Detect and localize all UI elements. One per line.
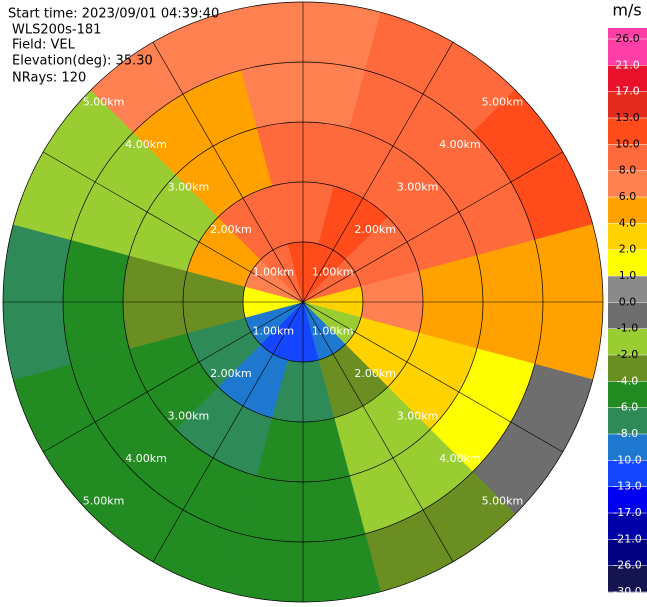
info-text: WLS200s-181 [12, 23, 101, 38]
colorbar-tick-label: 2.0 [619, 243, 637, 256]
info-text: Start time: 2023/09/01 04:39:40 [8, 7, 219, 22]
colorbar-extension [608, 28, 647, 39]
colorbar-segment [608, 539, 647, 567]
colorbar: 26.0 21.0 17.0 13.0 10.0 8.0 6.0 4.0 2.0 1.0 0.0 -1… [608, 28, 647, 598]
colorbar-tick-label: 21.0 [615, 58, 640, 71]
range-ring [62, 61, 544, 543]
range-label: 1.00km [253, 265, 295, 278]
colorbar-segment [608, 486, 647, 514]
grid-overlay: 1.00km 1.00km 1.00km 1.00km 2.00km 2.00km 2.00… [2, 1, 604, 603]
colorbar-segment [608, 276, 647, 303]
colorbar-segment [608, 118, 647, 145]
colorbar-segment [608, 460, 647, 488]
range-label: 2.00km [354, 223, 396, 236]
info-text: Field: VEL [12, 38, 76, 53]
range-label: 3.00km [168, 410, 210, 423]
colorbar-segment [608, 249, 647, 277]
colorbar-tick-label: -10.0 [613, 453, 641, 466]
range-ring [122, 121, 484, 483]
range-label: 5.00km [83, 494, 125, 507]
colorbar-segment [608, 65, 647, 93]
info-text: NRays: 120 [12, 71, 86, 86]
colorbar-tick-label: 26.0 [615, 32, 640, 45]
velocity-field [2, 1, 604, 603]
info-text: Elevation(deg): 35.30 [12, 54, 153, 69]
colorbar-tick-label: -26.0 [613, 559, 641, 572]
range-label: 5.00km [83, 96, 125, 109]
colorbar-segment [608, 434, 647, 461]
colorbar-tick-label: 4.0 [619, 216, 637, 229]
colorbar-segment [608, 39, 647, 66]
colorbar-tick-label: 8.0 [619, 164, 637, 177]
colorbar-tick-label: -2.0 [617, 348, 638, 361]
colorbar-segment [608, 302, 647, 330]
colorbar-tick-label: -4.0 [617, 374, 638, 387]
colorbar-tick-label: 0.0 [619, 295, 637, 308]
colorbar-tick-label: -30.0 [613, 585, 641, 598]
colorbar-segment [608, 328, 647, 356]
colorbar-segment [608, 170, 647, 198]
colorbar-tick-label: -17.0 [613, 506, 641, 519]
colorbar-tick-label: 13.0 [615, 111, 640, 124]
colorbar-segment [608, 381, 647, 409]
range-ring [242, 241, 364, 363]
colorbar-tick-label: 17.0 [615, 85, 640, 98]
range-label: 3.00km [397, 180, 439, 193]
colorbar-tick-label: -6.0 [617, 401, 638, 414]
colorbar-segment [608, 355, 647, 382]
range-label: 4.00km [439, 138, 481, 151]
colorbar-segment [608, 144, 647, 172]
colorbar-segment [608, 513, 647, 540]
range-label: 5.00km [482, 494, 524, 507]
range-ring [182, 181, 424, 423]
colorbar-tick-label: 1.0 [619, 269, 637, 282]
colorbar-tick-label: -1.0 [617, 322, 638, 335]
colorbar-segment [608, 223, 647, 251]
range-label: 5.00km [482, 96, 524, 109]
range-label: 1.00km [312, 265, 354, 278]
colorbar-tick-label: 10.0 [615, 137, 640, 150]
range-label: 4.00km [439, 452, 481, 465]
range-label: 3.00km [397, 410, 439, 423]
range-label: 2.00km [354, 367, 396, 380]
range-label: 4.00km [125, 138, 167, 151]
range-label: 2.00km [210, 367, 252, 380]
colorbar-tick-label: -13.0 [613, 480, 641, 493]
colorbar-segment [608, 407, 647, 435]
colorbar-segment [608, 565, 647, 593]
azimuth-line [152, 42, 454, 562]
range-ring [2, 1, 604, 603]
colorbar-tick-label: -21.0 [613, 532, 641, 545]
range-label: 4.00km [125, 452, 167, 465]
colorbar-tick-label: -8.0 [617, 427, 638, 440]
range-label: 1.00km [312, 325, 354, 338]
range-label: 1.00km [253, 325, 295, 338]
colorbar-tick-label: 6.0 [619, 190, 637, 203]
colorbar-segment [608, 91, 647, 119]
range-label: 2.00km [210, 223, 252, 236]
range-label: 3.00km [168, 180, 210, 193]
colorbar-segment [608, 197, 647, 224]
colorbar-unit: m/s [612, 1, 641, 20]
